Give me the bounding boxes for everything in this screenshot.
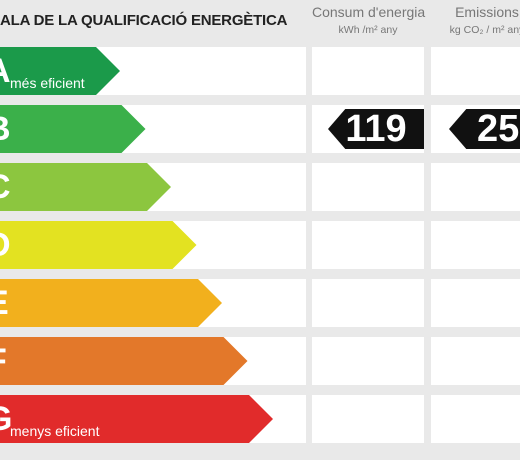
consumption-cell-g — [312, 395, 424, 443]
rating-bar-f: F — [0, 337, 248, 385]
consumption-cell-f — [312, 337, 424, 385]
emissions-title: Emissions — [455, 4, 519, 20]
emissions-cell-b: 25 — [431, 105, 520, 153]
rating-bar-d: D — [0, 221, 197, 269]
rating-letter: G — [0, 395, 12, 443]
emissions-cell-c — [431, 163, 520, 211]
consumption-cell-e — [312, 279, 424, 327]
rating-letter: C — [0, 163, 11, 211]
scale-row-d: D — [0, 221, 306, 269]
rating-bar-e: E — [0, 279, 222, 327]
rating-caption: menys eficient — [10, 423, 100, 439]
rating-bar-a: Amés eficient — [0, 47, 120, 95]
consumption-cell-c — [312, 163, 424, 211]
consumption-value-pointer: 119 — [328, 109, 424, 149]
consumption-unit: kWh /m² any — [338, 24, 398, 36]
emissions-cell-f — [431, 337, 520, 385]
page-title: ALA DE LA QUALIFICACIÓ ENERGÈTICA — [0, 12, 288, 29]
scale-row-g: Gmenys eficient — [0, 395, 306, 443]
rating-letter: F — [0, 337, 7, 385]
scale-row-c: C — [0, 163, 306, 211]
rating-letter: D — [0, 221, 11, 269]
consumption-column-header: Consum d'energia kWh /m² any — [312, 4, 426, 36]
emissions-value-pointer: 25 — [449, 109, 520, 149]
emissions-cell-g — [431, 395, 520, 443]
scale-row-a: Amés eficient — [0, 47, 306, 95]
rating-bar-c: C — [0, 163, 171, 211]
emissions-column-header: Emissions kg CO₂ / m² any — [431, 4, 520, 36]
rating-letter: A — [0, 47, 11, 95]
scale-row-f: F — [0, 337, 306, 385]
rating-letter: E — [0, 279, 9, 327]
consumption-title: Consum d'energia — [312, 4, 426, 20]
scale-row-b: B — [0, 105, 306, 153]
rating-bar-g: Gmenys eficient — [0, 395, 273, 443]
consumption-cell-a — [312, 47, 424, 95]
rating-bar-b: B — [0, 105, 146, 153]
emissions-unit: kg CO₂ / m² any — [449, 24, 520, 36]
emissions-cell-a — [431, 47, 520, 95]
emissions-cell-e — [431, 279, 520, 327]
scale-row-e: E — [0, 279, 306, 327]
consumption-cell-d — [312, 221, 424, 269]
emissions-cell-d — [431, 221, 520, 269]
rating-letter: B — [0, 105, 11, 153]
rating-caption: més eficient — [10, 75, 85, 91]
consumption-cell-b: 119 — [312, 105, 424, 153]
